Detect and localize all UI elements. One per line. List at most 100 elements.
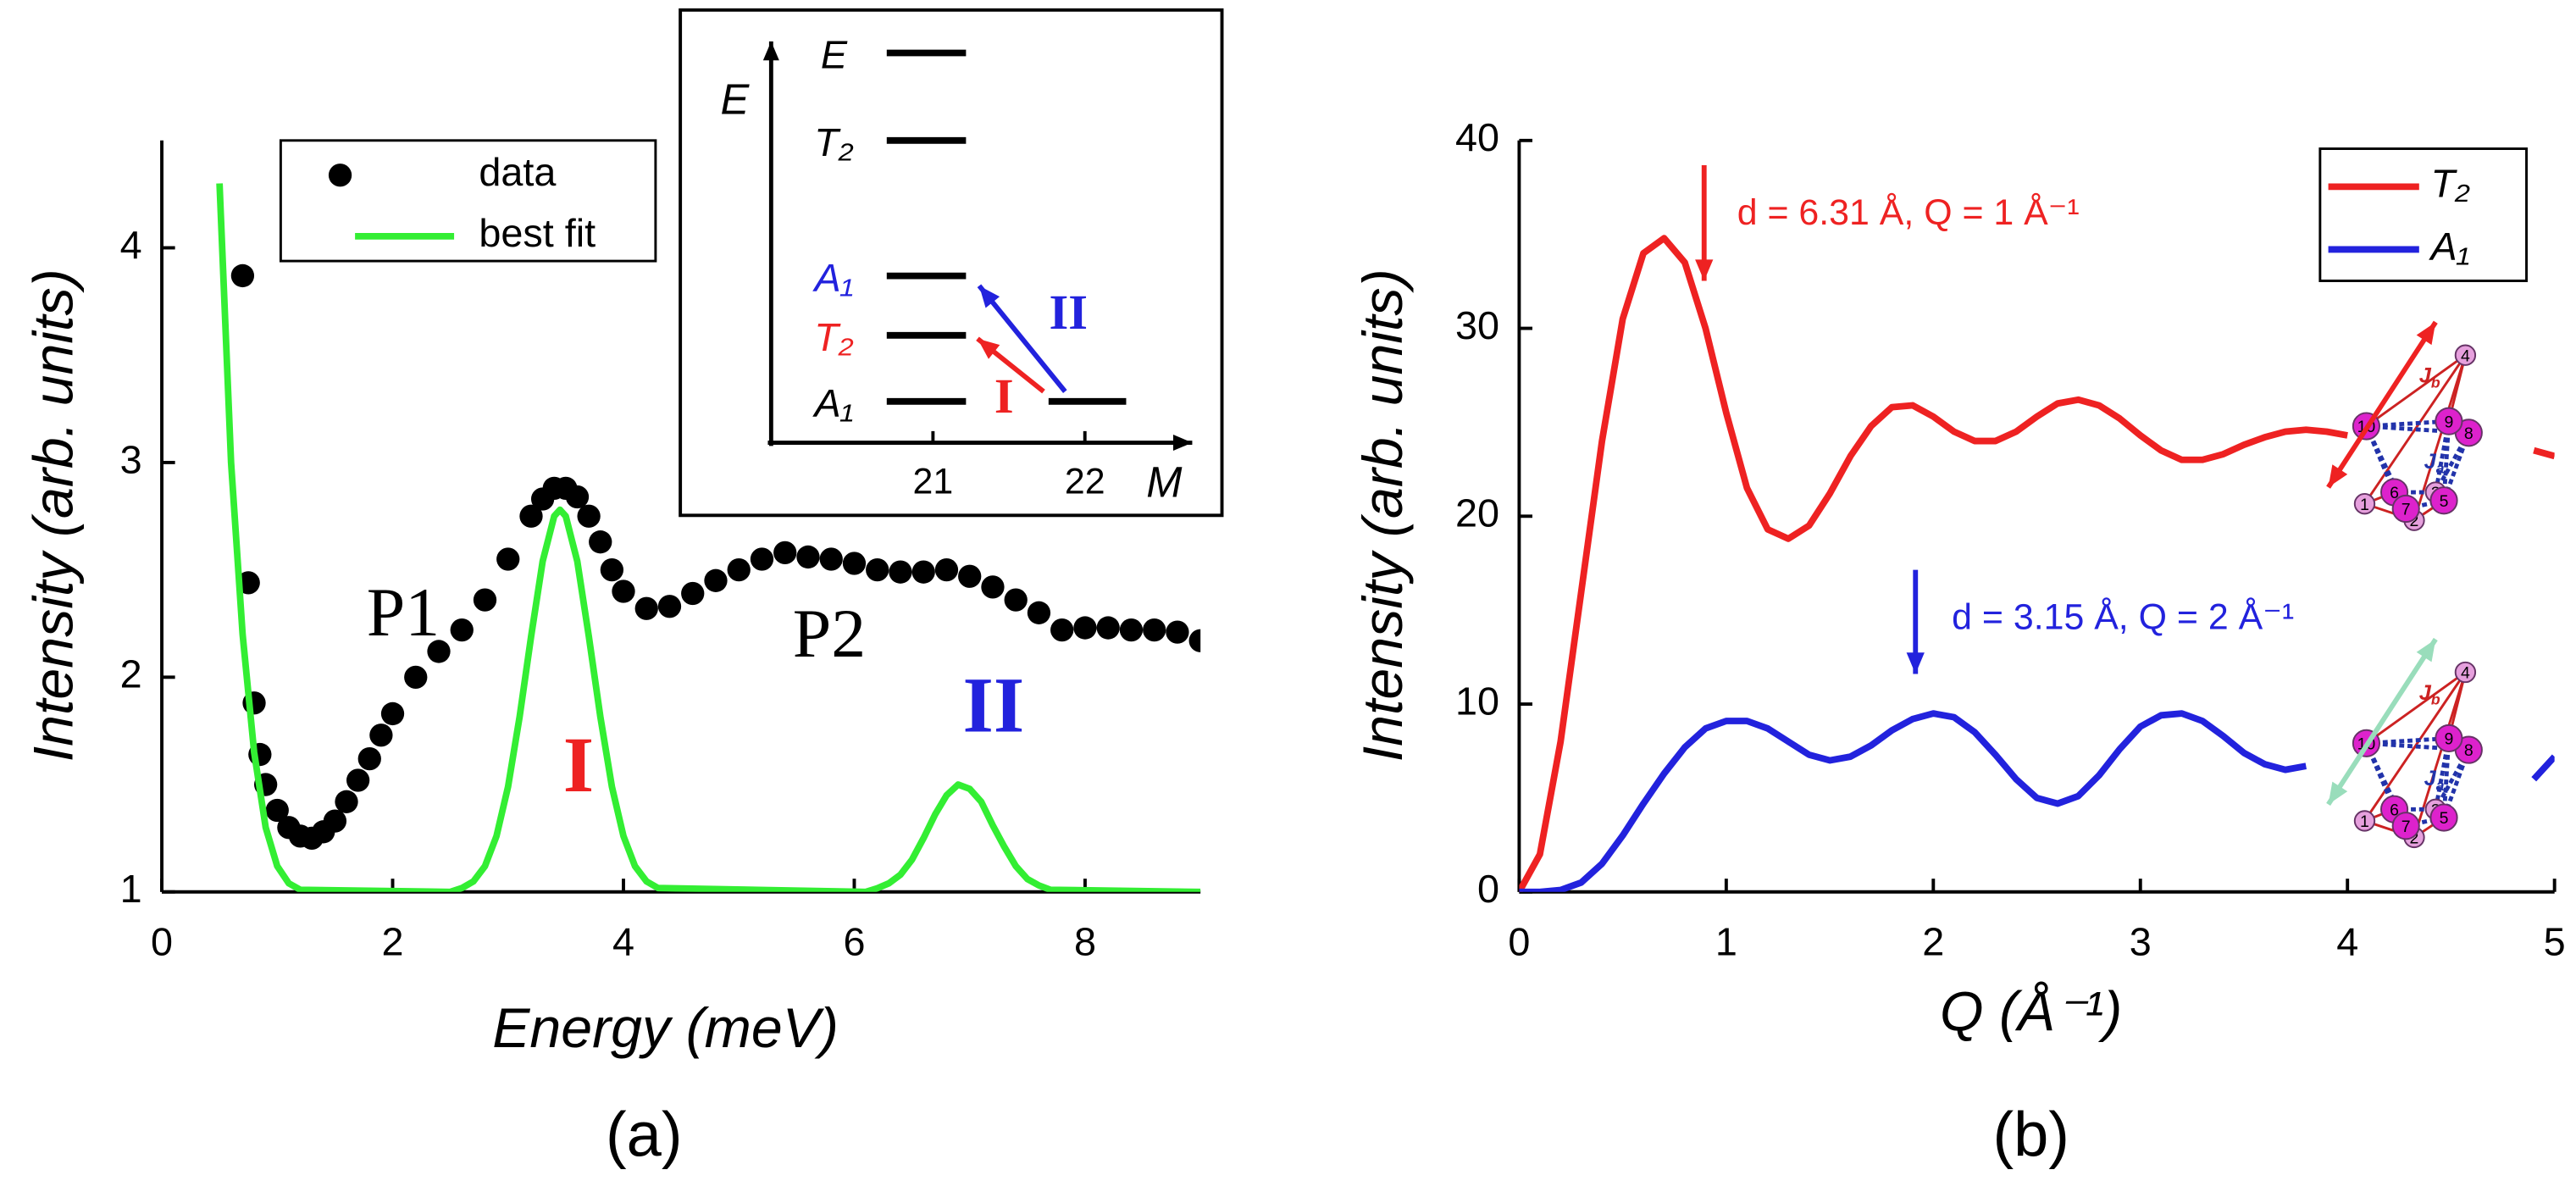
arrow xyxy=(762,41,779,446)
data-point xyxy=(934,557,959,582)
data-point xyxy=(612,579,635,603)
data-point xyxy=(773,541,797,565)
panel-label: (b) xyxy=(1992,1100,2069,1170)
data-point xyxy=(323,809,347,833)
coupling-sub: a xyxy=(2436,459,2445,476)
data-point xyxy=(889,560,912,584)
y-tick-label: 10 xyxy=(1455,679,1499,723)
x-tick-label: 3 xyxy=(2130,919,2152,963)
atom-label: 4 xyxy=(2461,664,2470,683)
y-axis-label: Intensity (arb. units) xyxy=(1352,269,1415,762)
data-point xyxy=(369,724,393,747)
legend-marker xyxy=(328,164,352,187)
arrow-head xyxy=(1172,435,1193,452)
data-point xyxy=(404,665,428,689)
data-point xyxy=(819,547,843,571)
arrow-head xyxy=(1695,259,1714,281)
x-tick-label: 4 xyxy=(2336,919,2358,963)
data-point xyxy=(1004,588,1028,612)
coupling-symbol: J xyxy=(2419,681,2432,705)
coupling-symbol: J xyxy=(2424,767,2437,790)
arrow-head xyxy=(978,338,1000,359)
y-axis-label: Intensity (arb. units) xyxy=(23,269,86,762)
level-label: T₂ xyxy=(814,120,854,164)
x-axis-label: Q (Å⁻¹) xyxy=(1940,980,2122,1043)
arrow xyxy=(1695,165,1714,281)
arrow-head xyxy=(2416,639,2436,663)
arrow xyxy=(2326,637,2438,807)
bond xyxy=(2363,671,2467,822)
arrow xyxy=(977,284,1067,393)
atom-label: 9 xyxy=(2444,730,2453,749)
data-point xyxy=(1143,618,1166,642)
data-point xyxy=(230,263,255,288)
arrow-head xyxy=(762,41,779,61)
x-tick-label: 1 xyxy=(1715,919,1737,963)
x-tick-label: 0 xyxy=(1508,919,1530,963)
bond xyxy=(2365,354,2467,428)
bond xyxy=(2363,354,2467,505)
annotation: I xyxy=(563,722,594,809)
data-point xyxy=(727,557,751,582)
plot-area xyxy=(1519,235,2555,892)
annotation: II xyxy=(962,663,1024,750)
inset-x-tick-label: 21 xyxy=(913,462,954,502)
y-tick-label: 20 xyxy=(1455,491,1499,535)
data-point xyxy=(565,485,590,509)
data-point xyxy=(634,596,658,620)
arrow-head xyxy=(2416,322,2436,346)
level-label: A₁ xyxy=(812,381,853,425)
data-line xyxy=(1519,710,2555,892)
atom-label: 7 xyxy=(2401,818,2411,836)
coupling-sub: a xyxy=(2436,777,2445,794)
data-point xyxy=(958,564,982,588)
transition-label: II xyxy=(1049,285,1088,340)
arrow xyxy=(976,336,1045,394)
atom-label: 2 xyxy=(2410,829,2419,848)
atom-label: 5 xyxy=(2440,809,2449,828)
inset-box xyxy=(679,8,1224,518)
data-point xyxy=(473,588,497,612)
data-point xyxy=(1119,618,1144,642)
data-point xyxy=(1188,629,1201,652)
arrow xyxy=(1906,569,1925,674)
data-point xyxy=(600,557,624,582)
level-label: A₁ xyxy=(812,256,853,300)
atom xyxy=(2454,661,2477,684)
arrow xyxy=(767,435,1193,452)
x-tick-label: 2 xyxy=(382,919,404,963)
coupling-symbol: J xyxy=(2419,363,2432,387)
data-point xyxy=(1166,620,1189,644)
data-point xyxy=(346,768,370,792)
coupling-label: Jb xyxy=(2419,681,2440,708)
annotation: P2 xyxy=(793,595,866,672)
arrow-shaft xyxy=(977,284,1067,393)
data-point xyxy=(380,701,405,726)
data-point xyxy=(450,618,474,642)
arrow xyxy=(2326,320,2438,489)
atom-label: 5 xyxy=(2440,492,2449,511)
atom-label: 6 xyxy=(2390,801,2399,819)
arrow-head xyxy=(2328,781,2348,805)
coupling xyxy=(2405,498,2445,511)
y-tick-label: 2 xyxy=(120,652,142,696)
atom-label: 1 xyxy=(2360,812,2369,831)
coupling-label: Jb xyxy=(2419,363,2440,391)
atom-label: 4 xyxy=(2461,347,2470,365)
data-point xyxy=(519,504,543,528)
arrow-head xyxy=(2328,464,2348,488)
bond xyxy=(2365,671,2467,745)
data-point xyxy=(911,560,935,584)
data-line xyxy=(1519,235,2555,892)
arrow-head xyxy=(1906,652,1925,674)
plot-area xyxy=(216,183,1201,892)
data-line xyxy=(216,183,1201,892)
legend-label: data xyxy=(479,150,557,194)
annotation: d = 6.31 Å, Q = 1 Å⁻¹ xyxy=(1737,192,2080,233)
atom xyxy=(2435,724,2463,753)
data-point xyxy=(1073,616,1097,640)
atom xyxy=(2353,810,2376,832)
x-tick-label: 0 xyxy=(151,919,173,963)
